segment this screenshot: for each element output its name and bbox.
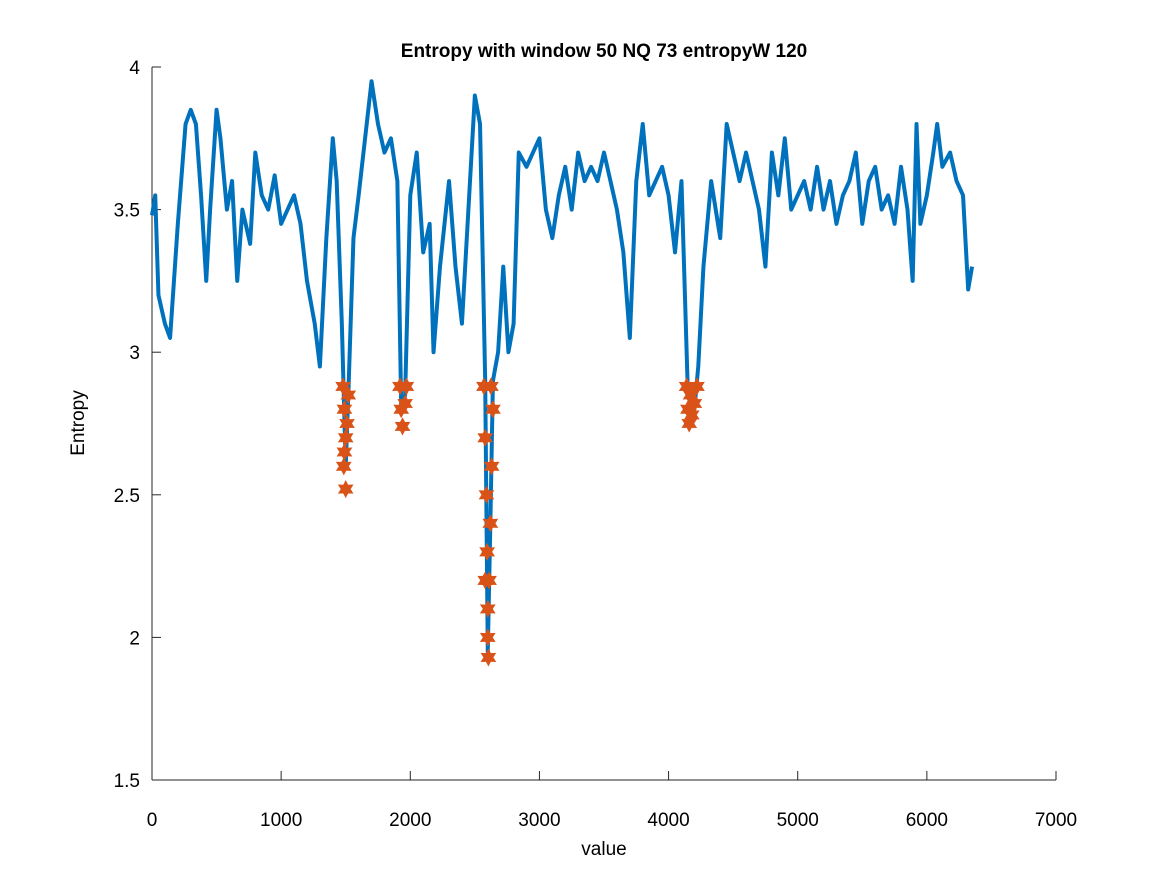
data-marker xyxy=(336,442,353,462)
chart-title: Entropy with window 50 NQ 73 entropyW 12… xyxy=(401,41,807,62)
data-marker xyxy=(339,414,355,433)
data-marker xyxy=(485,400,501,419)
data-marker xyxy=(394,417,411,436)
data-marker xyxy=(479,542,496,561)
x-tick-label: 0 xyxy=(147,810,158,831)
x-tick-label: 7000 xyxy=(1035,810,1077,831)
data-marker xyxy=(337,428,354,447)
data-marker xyxy=(483,377,499,396)
y-tick-label: 4 xyxy=(129,58,140,79)
data-marker xyxy=(336,400,353,419)
y-tick-label: 2.5 xyxy=(114,486,140,507)
x-tick-label: 3000 xyxy=(518,810,560,831)
y-tick-label: 1.5 xyxy=(114,771,140,792)
data-marker xyxy=(682,385,699,405)
data-marker xyxy=(478,485,495,504)
data-marker xyxy=(689,377,705,396)
x-tick-label: 1000 xyxy=(260,810,302,831)
x-tick-label: 6000 xyxy=(906,810,948,831)
data-marker xyxy=(686,394,703,413)
y-axis-label: Entropy xyxy=(68,390,89,456)
data-marker xyxy=(681,414,698,433)
data-marker xyxy=(479,628,496,647)
data-marker xyxy=(480,648,497,667)
y-tick-label: 2 xyxy=(129,628,140,649)
data-marker xyxy=(483,457,500,476)
data-marker xyxy=(397,394,413,413)
data-marker xyxy=(477,428,494,447)
y-tick-label: 3 xyxy=(129,343,140,364)
x-tick-label: 5000 xyxy=(777,810,819,831)
x-tick-label: 2000 xyxy=(389,810,431,831)
data-marker xyxy=(335,457,352,476)
data-marker xyxy=(340,385,357,405)
data-line xyxy=(150,79,975,654)
y-tick-label: 3.5 xyxy=(114,201,140,222)
data-marker xyxy=(482,514,499,533)
x-axis-label: value xyxy=(581,839,626,860)
data-marker xyxy=(398,377,415,396)
x-tick-label: 4000 xyxy=(647,810,689,831)
data-marker xyxy=(337,480,354,499)
data-marker xyxy=(477,571,494,590)
data-marker xyxy=(683,405,700,424)
data-marker xyxy=(479,599,496,618)
